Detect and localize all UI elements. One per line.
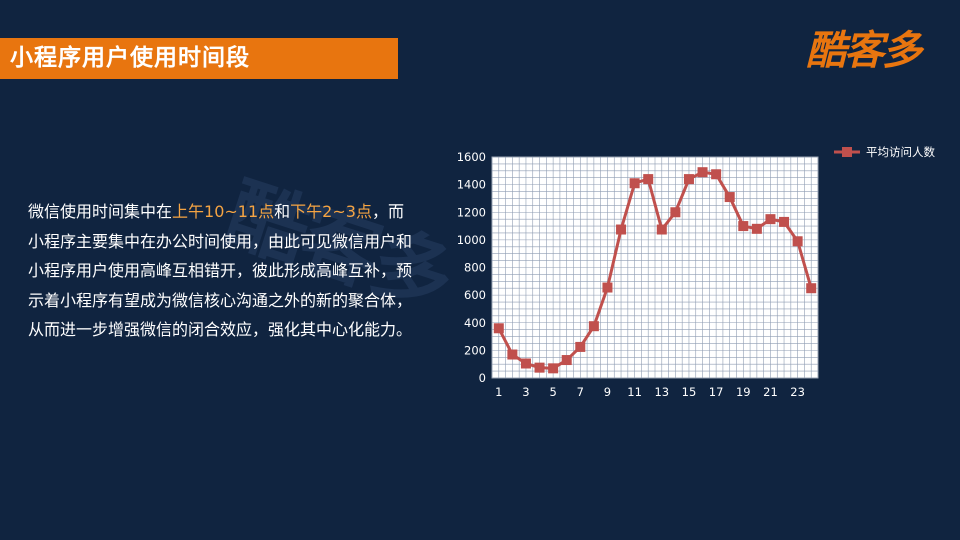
data-point-marker bbox=[697, 167, 708, 178]
y-tick-label: 400 bbox=[464, 316, 486, 330]
y-tick-label: 800 bbox=[464, 261, 486, 275]
data-point-marker bbox=[534, 362, 545, 373]
data-point-marker bbox=[806, 283, 817, 294]
y-tick-label: 1200 bbox=[457, 205, 486, 219]
legend: 平均访问人数 bbox=[834, 145, 935, 159]
title-bar: 小程序用户使用时间段 bbox=[0, 38, 398, 79]
data-point-marker bbox=[670, 207, 681, 218]
x-tick-label: 17 bbox=[709, 385, 724, 399]
data-point-marker bbox=[683, 174, 694, 185]
data-point-marker bbox=[724, 192, 735, 203]
data-point-marker bbox=[629, 178, 640, 189]
data-point-marker bbox=[507, 349, 518, 360]
x-tick-label: 21 bbox=[763, 385, 778, 399]
page-title: 小程序用户使用时间段 bbox=[10, 45, 250, 71]
desc-part3: ，而小程序主要集中在办公时间使用，由此可见微信用户和小程序用户使用高峰互相错开，… bbox=[28, 202, 413, 339]
data-point-marker bbox=[792, 236, 803, 247]
data-point-marker bbox=[738, 221, 749, 232]
data-point-marker bbox=[493, 323, 504, 334]
desc-highlight-afternoon: 下午2~3点 bbox=[290, 202, 372, 221]
data-point-marker bbox=[548, 363, 559, 374]
x-tick-label: 5 bbox=[549, 385, 556, 399]
x-axis-ticks: 1 3 5 7 9 11 13 15 17 19 21 23 bbox=[495, 385, 805, 399]
legend-marker bbox=[842, 147, 852, 157]
y-axis-ticks: 0 200 400 600 800 1000 1200 1400 1600 bbox=[457, 150, 486, 385]
y-tick-label: 200 bbox=[464, 343, 486, 357]
desc-part2: 和 bbox=[274, 202, 291, 221]
data-point-marker bbox=[751, 223, 762, 234]
data-point-marker bbox=[561, 355, 572, 366]
legend-label: 平均访问人数 bbox=[866, 145, 935, 159]
x-tick-label: 11 bbox=[627, 385, 642, 399]
data-point-marker bbox=[711, 169, 722, 180]
y-tick-label: 600 bbox=[464, 288, 486, 302]
x-tick-label: 15 bbox=[682, 385, 697, 399]
x-tick-label: 3 bbox=[522, 385, 529, 399]
brand-logo: 酷客多 bbox=[806, 28, 922, 74]
data-point-marker bbox=[765, 214, 776, 225]
description-text: 微信使用时间集中在上午10~11点和下午2~3点，而小程序主要集中在办公时间使用… bbox=[28, 197, 418, 345]
data-point-marker bbox=[520, 358, 531, 369]
x-tick-label: 13 bbox=[654, 385, 669, 399]
data-point-marker bbox=[588, 321, 599, 332]
y-tick-label: 1600 bbox=[457, 150, 486, 164]
data-point-marker bbox=[643, 174, 654, 185]
x-tick-label: 23 bbox=[790, 385, 805, 399]
data-point-marker bbox=[602, 282, 613, 293]
desc-part1: 微信使用时间集中在 bbox=[28, 202, 173, 221]
series-group bbox=[493, 167, 817, 374]
y-tick-label: 1000 bbox=[457, 233, 486, 247]
x-tick-label: 7 bbox=[577, 385, 584, 399]
desc-highlight-morning: 上午10~11点 bbox=[172, 202, 275, 221]
x-tick-label: 9 bbox=[604, 385, 611, 399]
y-tick-label: 1400 bbox=[457, 178, 486, 192]
data-point-marker bbox=[656, 224, 667, 235]
data-point-marker bbox=[575, 341, 586, 352]
y-tick-label: 0 bbox=[479, 371, 486, 385]
x-tick-label: 1 bbox=[495, 385, 502, 399]
x-tick-label: 19 bbox=[736, 385, 751, 399]
data-point-marker bbox=[779, 216, 790, 227]
grid-lines bbox=[492, 157, 818, 378]
data-point-marker bbox=[616, 224, 627, 235]
